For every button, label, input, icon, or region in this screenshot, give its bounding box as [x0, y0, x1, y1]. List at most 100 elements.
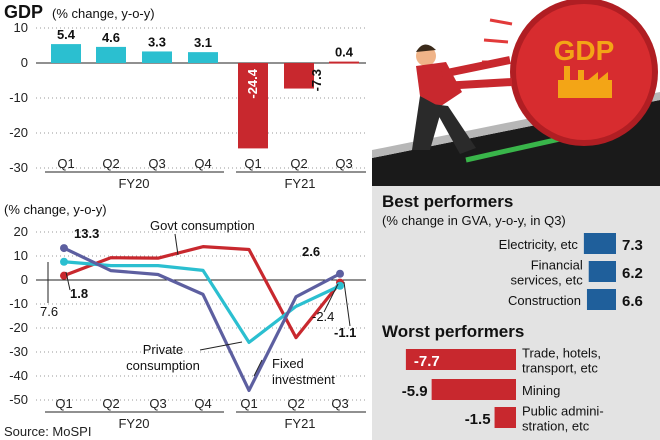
worst-bar	[494, 407, 516, 428]
annotation: 1.8	[70, 286, 88, 301]
x-tick-label: Q3	[335, 156, 352, 171]
x-tick-label: Q3	[148, 156, 165, 171]
annotation-leader	[323, 283, 339, 313]
category-label: Electricity, etc	[499, 237, 579, 252]
series-endpoint	[336, 278, 344, 287]
bar-value-label: 5.4	[57, 27, 76, 42]
bar-value-label: 3.1	[194, 35, 212, 50]
bar-value-label: 4.6	[102, 30, 120, 45]
gdp-bar	[51, 44, 81, 63]
series-label: investment	[272, 372, 335, 387]
x-tick-label: Q1	[244, 156, 261, 171]
series-leader	[199, 341, 243, 351]
person-pushing	[412, 44, 513, 154]
bar-value-label: -7.7	[414, 353, 440, 370]
best-performers-subtitle: (% change in GVA, y-o-y, in Q3)	[382, 213, 566, 228]
x-tick-label: Q2	[102, 396, 119, 411]
bar-value-label: 3.3	[148, 34, 166, 49]
x-tick-label: Q4	[194, 396, 211, 411]
series-leader	[253, 359, 263, 377]
annotation: 7.6	[40, 304, 58, 319]
bar-value-label: 0.4	[335, 45, 354, 60]
worst-bar	[405, 349, 516, 370]
gdp-bar	[96, 46, 126, 63]
worst-performers-chart: -7.7 Trade, hotels,transport, etc -5.9 Mini…	[402, 346, 604, 434]
category-label: services, etc	[510, 273, 583, 288]
x-tick-label: Q1	[240, 396, 257, 411]
y-tick-label: -50	[9, 392, 28, 407]
bar-value-label: -1.5	[465, 411, 491, 428]
line-chart-title: (% change, y-o-y)	[4, 202, 107, 217]
series-line	[63, 260, 341, 344]
bar-value-label: 7.3	[622, 237, 643, 254]
annotation: 2.6	[302, 244, 320, 259]
category-label: Mining	[522, 383, 560, 398]
series-label: consumption	[126, 358, 200, 373]
gdp-bar-chart: GDP (% change, y-o-y) 10 0 -10 -20 -30 5.4 Q1 4.6…	[4, 2, 366, 191]
bar-value-label: -7.3	[309, 69, 324, 91]
gdp-bar	[329, 61, 359, 64]
y-tick-label: -20	[9, 125, 28, 140]
worst-performers-title: Worst performers	[382, 322, 525, 341]
x-tick-label: Q3	[149, 396, 166, 411]
y-tick-label: 10	[14, 20, 28, 35]
best-bar	[588, 261, 616, 282]
best-bar	[586, 289, 616, 310]
x-tick-label: Q4	[194, 156, 211, 171]
factory-icon	[558, 66, 612, 98]
y-tick-label: -20	[9, 320, 28, 335]
y-tick-label: 0	[21, 55, 28, 70]
x-tick-label: Q2	[102, 156, 119, 171]
bar-value-label: -24.4	[245, 68, 260, 98]
x-tick-label: Q1	[57, 156, 74, 171]
best-performers-chart: 7.3 Electricity, etc 6.2 Financialservices,…	[499, 233, 643, 310]
gdp-bar	[188, 52, 218, 63]
source-note: Source: MoSPI	[4, 424, 92, 439]
series-endpoint	[336, 269, 344, 278]
annotation: -2.4	[312, 309, 334, 324]
gdp-boulder-illustration: GDP	[372, 0, 660, 186]
category-label: Trade, hotels,	[522, 346, 601, 361]
series-line	[63, 245, 342, 340]
boulder-label: GDP	[554, 35, 615, 66]
y-tick-label: -40	[9, 368, 28, 383]
bar-value-label: 6.6	[622, 293, 643, 310]
x-tick-label: Q1	[55, 396, 72, 411]
series-label: Fixed	[272, 356, 304, 371]
series-endpoint	[336, 281, 344, 290]
category-label: Financial	[531, 258, 583, 273]
group-label: FY20	[118, 176, 149, 191]
gdp-chart-subtitle: (% change, y-o-y)	[52, 6, 155, 21]
group-label: FY20	[118, 416, 149, 431]
x-tick-label: Q3	[331, 396, 348, 411]
category-label: transport, etc	[522, 361, 598, 376]
gdp-bar	[142, 51, 172, 63]
performers-panel: Best performers (% change in GVA, y-o-y,…	[372, 186, 660, 440]
gdp-bar	[284, 63, 314, 89]
annotation-leader	[65, 271, 71, 291]
y-tick-label: 10	[14, 248, 28, 263]
series-label: Private	[143, 342, 183, 357]
worst-bar	[431, 379, 516, 400]
y-tick-label: -30	[9, 344, 28, 359]
series-label: Govt consumption	[150, 218, 255, 233]
y-tick-label: -10	[9, 296, 28, 311]
category-label: stration, etc	[522, 419, 590, 434]
group-label: FY21	[284, 176, 315, 191]
annotation: 13.3	[74, 226, 99, 241]
bar-value-label: -5.9	[402, 383, 428, 400]
gdp-chart-title: GDP	[4, 2, 43, 22]
category-label: Construction	[508, 293, 581, 308]
x-tick-label: Q2	[290, 156, 307, 171]
series-endpoint	[60, 244, 68, 253]
y-tick-label: 0	[21, 272, 28, 287]
best-performers-title: Best performers	[382, 192, 514, 211]
series-endpoint	[60, 271, 68, 280]
y-tick-label: -30	[9, 160, 28, 175]
annotation-leader	[343, 281, 351, 327]
gdp-bar	[238, 63, 268, 149]
series-leader	[174, 233, 179, 256]
speed-lines	[482, 18, 513, 88]
x-tick-label: Q2	[287, 396, 304, 411]
series-endpoint	[60, 257, 68, 266]
